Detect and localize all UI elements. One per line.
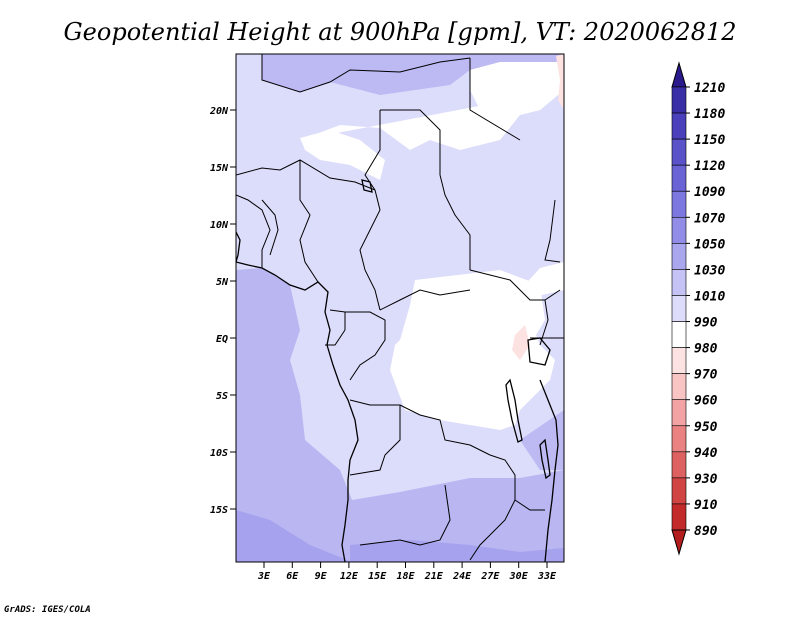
colorbar-segment <box>671 269 687 296</box>
colorbar-level-label: 1180 <box>694 107 725 122</box>
lake-chad <box>361 179 373 193</box>
field-white-center <box>398 270 545 428</box>
colorbar-segment <box>671 373 687 401</box>
colorbar-segment <box>671 347 687 374</box>
lon-tick-label: 27E <box>480 571 500 582</box>
field-white-north <box>470 62 564 128</box>
field-pink-northeast <box>556 54 564 110</box>
colorbar-level-label: 980 <box>694 342 718 357</box>
colorbar-segment <box>671 399 687 427</box>
colorbar-level-label: 1030 <box>694 263 725 278</box>
colorbar-segment <box>671 86 687 114</box>
lat-tick-label: 10S <box>210 448 228 459</box>
lon-tick-label: 6E <box>286 571 299 582</box>
lat-tick-label: 15S <box>210 505 228 516</box>
lon-tick-label: 24E <box>452 571 472 582</box>
colorbar-level-label: 1150 <box>694 133 725 148</box>
lat-tick-label: 20N <box>209 106 229 117</box>
colorbar-segment <box>671 190 687 218</box>
colorbar: 1210 1180 1150 1120 1090 1070 1050 1030 1010 990 9… <box>671 61 725 556</box>
colorbar-level-label: 1070 <box>694 211 725 226</box>
colorbar-level-label: 1090 <box>694 185 725 200</box>
colorbar-segment <box>671 112 687 140</box>
latitude-axis: 20N 15N 10N 5N EQ 5S 10S 15S <box>209 106 236 516</box>
field-pink-east <box>512 325 530 360</box>
map-frame <box>235 53 565 563</box>
lat-tick-label: 5N <box>216 277 229 288</box>
longitude-axis: 3E 6E 9E 12E 15E 18E 21E 24E 27E 30E 33E <box>257 562 557 582</box>
colorbar-top-triangle <box>671 61 687 88</box>
colorbar-level-label: 970 <box>694 368 718 383</box>
coastline-west-africa <box>236 261 359 562</box>
field-band-1030-east <box>520 410 564 470</box>
lake-tanganyika <box>505 378 523 443</box>
lat-tick-label: 5S <box>216 391 228 402</box>
field-band-1050 <box>236 510 352 562</box>
colorbar-level-label: 890 <box>694 524 718 539</box>
colorbar-segment <box>671 138 687 166</box>
lon-tick-label: 21E <box>424 571 444 582</box>
colorbar-level-label: 1010 <box>694 289 725 304</box>
colorbar-level-label: 960 <box>694 394 718 409</box>
colorbar-segment <box>671 243 687 270</box>
lon-tick-label: 12E <box>340 571 359 582</box>
colorbar-level-label: 940 <box>694 446 718 461</box>
lat-tick-label: EQ <box>216 334 228 345</box>
colorbar-level-label: 910 <box>694 498 718 513</box>
colorbar-segment <box>671 477 687 505</box>
colorbar-level-label: 990 <box>694 316 718 331</box>
lake-malawi <box>539 438 551 480</box>
colorbar-level-label: 1050 <box>694 237 725 252</box>
colorbar-segment <box>671 451 687 479</box>
lon-tick-label: 3E <box>257 571 271 582</box>
lon-tick-label: 15E <box>368 571 387 582</box>
lon-tick-label: 9E <box>315 571 328 582</box>
field-band-1050-south <box>350 540 564 562</box>
colorbar-segment <box>671 321 687 348</box>
colorbar-segment <box>671 503 687 531</box>
map-plot-area <box>236 54 564 562</box>
figure-title: Geopotential Height at 900hPa [gpm], VT:… <box>64 18 737 46</box>
coastline-east-africa <box>539 379 559 562</box>
colorbar-segment <box>671 164 687 192</box>
lake-victoria <box>527 337 551 366</box>
colorbar-level-label: 930 <box>694 472 718 487</box>
coastline-mediterranean <box>236 231 241 263</box>
field-band-1030-north <box>262 54 564 95</box>
field-band-1030 <box>236 268 564 562</box>
colorbar-level-label: 1210 <box>694 81 725 96</box>
colorbar-segment <box>671 425 687 453</box>
colorbar-segment <box>671 216 687 244</box>
grads-credit: GrADS: IGES/COLA <box>4 605 91 615</box>
lon-tick-label: 33E <box>537 571 557 582</box>
lon-tick-label: 18E <box>396 571 415 582</box>
colorbar-level-label: 950 <box>694 420 718 435</box>
lat-tick-label: 15N <box>210 163 229 174</box>
lon-tick-label: 30E <box>509 571 529 582</box>
lat-tick-label: 10N <box>210 220 229 231</box>
colorbar-level-label: 1120 <box>694 159 725 174</box>
colorbar-segment <box>671 295 687 322</box>
field-white-west <box>300 130 385 180</box>
colorbar-bottom-triangle <box>671 529 687 556</box>
